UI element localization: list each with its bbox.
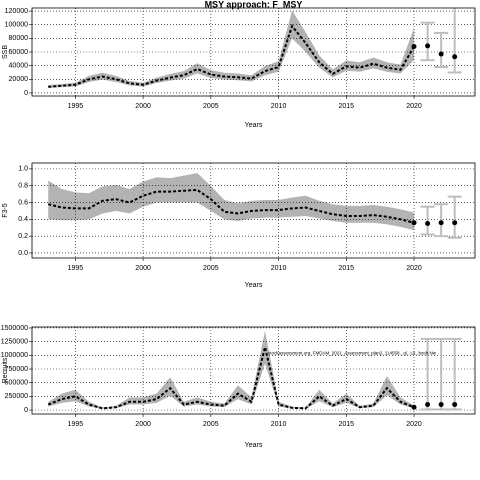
x-tick-label: 2000 [135, 103, 151, 110]
x-tick-label: 2015 [339, 265, 355, 272]
x-tick-label: 2010 [271, 421, 287, 428]
y-tick-label: 40000 [9, 62, 29, 69]
confidence-band [48, 173, 415, 231]
error-bar [434, 337, 449, 411]
x-tick-label: 2000 [135, 421, 151, 428]
y-tick-label: 1500000 [1, 325, 28, 332]
y-tick-label: 0.0 [18, 250, 28, 257]
projection-point [452, 402, 458, 408]
x-tick-label: 2015 [339, 103, 355, 110]
y-tick-label: 0.2 [18, 233, 28, 240]
y-tick-label: 750000 [5, 366, 28, 373]
x-tick-label: 1995 [68, 421, 84, 428]
y-tick-label: 0.8 [18, 183, 28, 190]
plot-frame [31, 7, 476, 97]
x-axis-label: Years [245, 282, 263, 289]
line [48, 188, 415, 224]
y-tick-label: 1.0 [18, 166, 28, 173]
y-tick-label: 0.4 [18, 216, 28, 223]
annotation: stockassessment.org, FMDAM_2021_Assessme… [268, 350, 437, 355]
projection-point [438, 402, 444, 408]
error-bar [420, 337, 435, 411]
y-tick-label: 0.6 [18, 199, 28, 206]
error-bar [420, 21, 435, 62]
last-point [411, 220, 417, 226]
line [47, 346, 415, 410]
line [48, 24, 415, 88]
x-tick-label: 2020 [406, 265, 422, 272]
projection-point [452, 54, 458, 60]
y-tick-label: 0 [24, 90, 28, 97]
y-tick-label: 20000 [9, 76, 29, 83]
error-bar [420, 205, 435, 236]
y-tick-label: 100000 [5, 22, 28, 29]
y-tick-label: 80000 [9, 35, 29, 42]
x-tick-label: 1995 [68, 103, 84, 110]
error-bar [447, 195, 462, 239]
projection-point [438, 51, 444, 57]
last-point [411, 404, 417, 410]
projection-point [425, 43, 431, 49]
y-tick-label: 500000 [5, 380, 28, 387]
plot-frame [31, 326, 476, 415]
x-axis-label: Years [245, 442, 263, 449]
y-axis-label: F3-5 [2, 203, 9, 218]
y-tick-label: 0 [24, 407, 28, 414]
y-tick-label: 1250000 [1, 338, 28, 345]
x-tick-label: 2020 [406, 421, 422, 428]
last-point [411, 44, 417, 50]
x-tick-label: 2020 [406, 103, 422, 110]
y-tick-label: 60000 [9, 49, 29, 56]
x-axis-label: Years [245, 122, 263, 129]
x-tick-label: 2005 [203, 265, 219, 272]
x-tick-label: 1995 [68, 265, 84, 272]
confidence-band [48, 330, 415, 409]
y-tick-label: 120000 [5, 8, 28, 15]
x-tick-label: 2010 [271, 265, 287, 272]
x-tick-label: 2015 [339, 421, 355, 428]
projection-point [452, 220, 458, 226]
y-tick-label: 250000 [5, 393, 28, 400]
x-tick-label: 2000 [135, 265, 151, 272]
x-tick-label: 2005 [203, 421, 219, 428]
projection-point [438, 220, 444, 226]
plot-frame [31, 162, 476, 259]
y-tick-label: 1000000 [1, 352, 28, 359]
projection-point [425, 402, 431, 408]
confidence-band [48, 10, 415, 89]
y-axis-label: SSB [2, 45, 9, 59]
x-tick-label: 2005 [203, 103, 219, 110]
error-bar [447, 337, 462, 411]
error-bar [434, 31, 449, 69]
error-bar [447, 8, 462, 74]
y-axis-label: Recruits [2, 357, 9, 383]
chart-title: MSY approach: F_MSY [205, 0, 303, 9]
x-tick-label: 2010 [271, 103, 287, 110]
projection-point [425, 221, 431, 227]
error-bar [434, 203, 449, 238]
